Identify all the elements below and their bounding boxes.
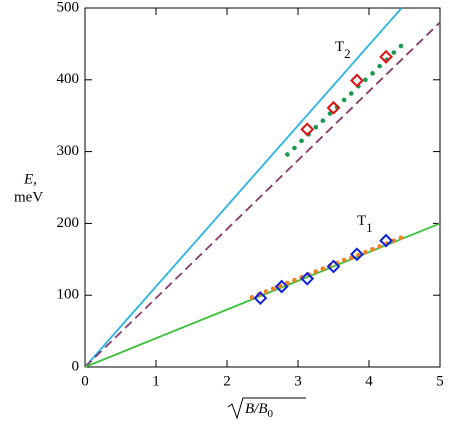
data-dot bbox=[270, 286, 276, 292]
data-diamond bbox=[350, 73, 364, 88]
data-diamond bbox=[274, 279, 289, 294]
data-dot bbox=[299, 138, 304, 144]
data-dot bbox=[398, 235, 404, 241]
y-tick-label: 500 bbox=[57, 0, 80, 15]
data-diamond bbox=[350, 247, 364, 262]
fit-line bbox=[84, 7, 403, 368]
data-dot bbox=[327, 111, 333, 116]
data-dot bbox=[263, 289, 269, 294]
y-tick-label: 100 bbox=[57, 287, 80, 303]
data-diamond bbox=[326, 100, 341, 115]
data-dot bbox=[341, 257, 347, 263]
data-dot bbox=[313, 269, 319, 274]
x-label: B/B0 bbox=[245, 401, 274, 419]
data-dot bbox=[377, 244, 382, 249]
data-dot bbox=[249, 295, 255, 300]
data-dot bbox=[370, 246, 375, 252]
y-tick-label: 0 bbox=[72, 358, 80, 374]
data-dot bbox=[363, 77, 368, 83]
data-diamond bbox=[326, 259, 341, 274]
y-tick-label: 200 bbox=[57, 215, 80, 231]
data-dot bbox=[348, 255, 354, 261]
data-dot bbox=[320, 118, 326, 124]
x-tick-label: 0 bbox=[81, 373, 89, 389]
plot-frame bbox=[84, 7, 441, 368]
radical bbox=[227, 397, 306, 420]
data-dot bbox=[292, 277, 297, 283]
data-diamond bbox=[300, 122, 315, 137]
data-dot bbox=[320, 266, 326, 271]
data-diamond bbox=[379, 49, 393, 64]
data-dot bbox=[391, 238, 397, 243]
data-diamond bbox=[253, 291, 268, 305]
data-dot bbox=[341, 97, 347, 103]
data-diamond bbox=[300, 271, 315, 286]
fit-line bbox=[84, 21, 441, 368]
x-tick-label: 4 bbox=[365, 373, 373, 389]
data-dot bbox=[285, 152, 290, 157]
annotation: T2 bbox=[335, 39, 351, 61]
data-dot bbox=[285, 280, 290, 286]
data-dot bbox=[292, 145, 297, 151]
data-dot bbox=[370, 71, 375, 76]
y-label: E, bbox=[23, 171, 37, 187]
y-tick-label: 300 bbox=[57, 143, 80, 159]
data-dot bbox=[348, 91, 354, 96]
y-tick-label: 400 bbox=[57, 71, 80, 87]
x-tick-label: 5 bbox=[436, 373, 444, 389]
x-tick-label: 2 bbox=[223, 373, 231, 389]
data-dot bbox=[391, 50, 397, 55]
x-tick-label: 1 bbox=[152, 373, 160, 389]
y-unit: meV bbox=[14, 189, 43, 205]
data-diamond bbox=[379, 233, 393, 248]
data-dot bbox=[363, 249, 368, 255]
data-dot bbox=[398, 43, 404, 49]
data-dot bbox=[377, 63, 382, 69]
annotation: T1 bbox=[357, 213, 373, 235]
data-dot bbox=[313, 124, 319, 130]
x-tick-label: 3 bbox=[294, 373, 302, 389]
